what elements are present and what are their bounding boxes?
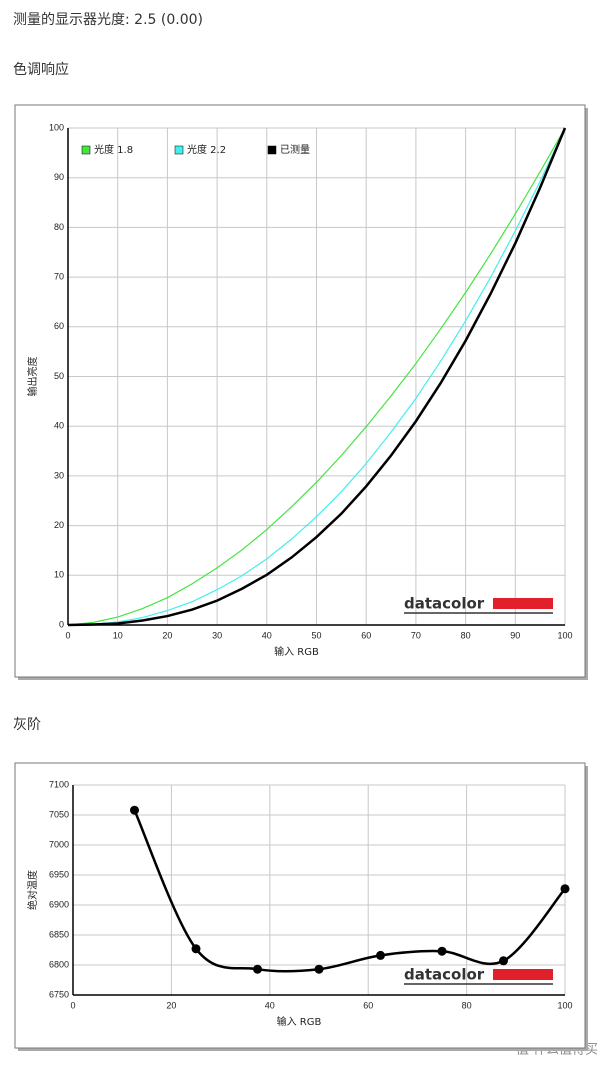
y-tick-label: 7050	[49, 809, 69, 819]
legend-label: 已测量	[280, 143, 310, 156]
x-tick-label: 100	[557, 630, 572, 640]
x-tick-label: 50	[311, 630, 321, 640]
data-point	[130, 805, 139, 815]
legend-label: 光度 1.8	[94, 143, 133, 156]
y-tick-label: 6750	[49, 989, 69, 999]
data-point	[437, 946, 447, 956]
section-title: 色调响应	[13, 61, 69, 78]
legend-swatch	[267, 145, 277, 155]
y-tick-label: 60	[54, 321, 64, 331]
x-tick-label: 0	[65, 630, 70, 640]
x-tick-label: 30	[212, 630, 222, 640]
y-tick-label: 80	[54, 222, 64, 232]
y-tick-label: 30	[54, 470, 64, 480]
y-tick-label: 0	[59, 619, 64, 629]
x-tick-label: 0	[70, 1000, 75, 1010]
data-line	[67, 127, 567, 627]
data-point	[560, 884, 570, 894]
logo-text: datacolor	[404, 595, 485, 613]
x-axis-label: 输入 RGB	[274, 645, 319, 658]
data-point	[499, 956, 508, 966]
x-tick-label: 40	[262, 630, 272, 640]
y-axis-label: 输出亮度	[26, 357, 39, 397]
data-line	[67, 127, 566, 626]
y-tick-label: 100	[49, 122, 64, 132]
x-tick-label: 60	[361, 630, 371, 640]
x-tick-label: 80	[462, 1000, 472, 1010]
frame	[14, 104, 586, 678]
legend-swatch	[81, 145, 91, 155]
data-line	[67, 127, 566, 626]
data-point	[314, 964, 324, 974]
y-tick-label: 6800	[49, 959, 69, 969]
data-point	[376, 950, 385, 960]
x-tick-label: 20	[162, 630, 172, 640]
y-tick-label: 6850	[49, 929, 69, 939]
x-tick-label: 20	[166, 1000, 176, 1010]
y-tick-label: 10	[54, 570, 64, 580]
x-tick-label: 40	[265, 1000, 275, 1010]
x-tick-label: 90	[510, 630, 520, 640]
x-axis-label: 输入 RGB	[277, 1015, 322, 1028]
x-tick-label: 100	[557, 1000, 572, 1010]
legend-swatch	[174, 145, 184, 155]
logo-bar	[493, 598, 553, 609]
y-tick-label: 7100	[49, 779, 69, 789]
logo-bar	[493, 969, 553, 980]
x-tick-label: 80	[461, 630, 471, 640]
x-tick-label: 10	[113, 630, 123, 640]
y-tick-label: 6900	[49, 899, 69, 909]
header: 测量的显示器光度: 2.5 (0.00)	[13, 12, 203, 28]
data-point	[191, 944, 201, 954]
y-tick-label: 7000	[49, 839, 69, 849]
y-tick-label: 6950	[49, 869, 69, 879]
y-tick-label: 40	[54, 421, 64, 431]
y-tick-label: 70	[54, 271, 64, 281]
logo-text: datacolor	[404, 966, 485, 984]
x-tick-label: 70	[411, 630, 421, 640]
y-tick-label: 90	[54, 172, 64, 182]
section-title: 灰阶	[13, 717, 41, 733]
y-tick-label: 20	[54, 520, 64, 530]
y-axis-label: 绝对温度	[26, 870, 39, 910]
data-point	[253, 964, 262, 974]
legend-label: 光度 2.2	[187, 143, 226, 156]
x-tick-label: 60	[363, 1000, 373, 1010]
y-tick-label: 50	[54, 371, 64, 381]
